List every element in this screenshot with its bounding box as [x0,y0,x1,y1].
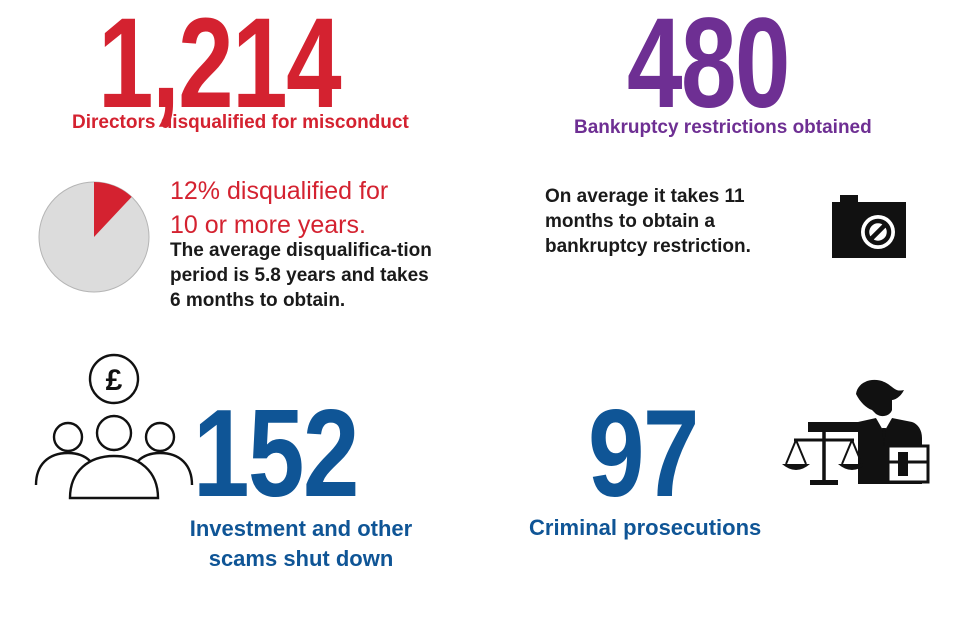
disqualification-headline: 12% disqualified for 10 or more years. [170,175,388,243]
judge-scales-icon [780,376,930,493]
bankruptcy-detail: On average it takes 11 months to obtain … [545,186,751,258]
disqualification-detail: The average disqualifica-tion period is … [170,240,432,312]
disqualification-headline-line1: 12% disqualified for [170,177,389,205]
directors-disqualified-number: 1,214 [98,0,342,135]
directors-disqualified-caption: Directors disqualified for misconduct [72,112,409,133]
criminal-prosecutions-caption: Criminal prosecutions [529,515,762,540]
pound-symbol: £ [106,364,123,397]
scams-shut-down-caption: Investment and other scams shut down [189,516,413,571]
criminal-prosecutions-number: 97 [588,385,699,523]
bankruptcy-restrictions-number: 480 [627,0,790,135]
bankruptcy-restrictions-caption: Bankruptcy restrictions obtained [574,117,872,138]
people-pound-icon: £ [34,353,194,508]
scams-shut-down-number: 152 [193,385,359,523]
camera-blocked-icon [830,190,908,265]
pie-slice-10-plus-years [94,182,132,237]
pie-chart-icon [37,180,151,299]
disqualification-headline-line2: 10 or more years. [170,210,366,239]
